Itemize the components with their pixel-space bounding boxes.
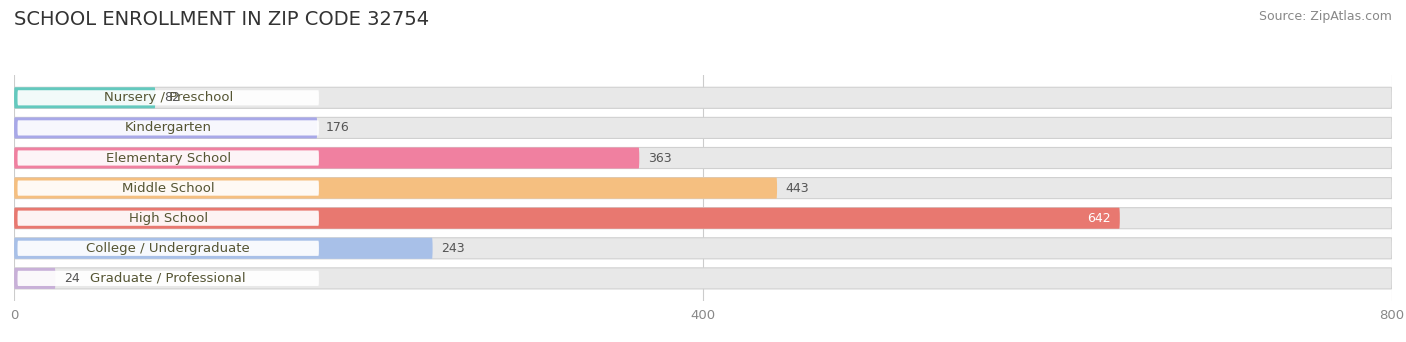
FancyBboxPatch shape xyxy=(14,177,778,199)
FancyBboxPatch shape xyxy=(14,117,318,139)
Text: 642: 642 xyxy=(1088,212,1111,225)
FancyBboxPatch shape xyxy=(14,147,640,169)
FancyBboxPatch shape xyxy=(17,211,319,226)
Text: 243: 243 xyxy=(441,242,465,255)
Text: High School: High School xyxy=(128,212,208,225)
Text: Source: ZipAtlas.com: Source: ZipAtlas.com xyxy=(1258,10,1392,23)
Text: 443: 443 xyxy=(786,182,810,195)
Text: 82: 82 xyxy=(165,91,180,104)
Text: 24: 24 xyxy=(65,272,80,285)
FancyBboxPatch shape xyxy=(14,147,1392,169)
FancyBboxPatch shape xyxy=(17,181,319,196)
Text: 363: 363 xyxy=(648,152,672,165)
FancyBboxPatch shape xyxy=(14,117,1392,139)
FancyBboxPatch shape xyxy=(17,271,319,286)
Text: Kindergarten: Kindergarten xyxy=(125,121,212,134)
FancyBboxPatch shape xyxy=(14,87,155,108)
FancyBboxPatch shape xyxy=(14,87,1392,108)
FancyBboxPatch shape xyxy=(14,238,433,259)
FancyBboxPatch shape xyxy=(14,268,1392,289)
FancyBboxPatch shape xyxy=(17,241,319,256)
FancyBboxPatch shape xyxy=(14,208,1392,229)
FancyBboxPatch shape xyxy=(17,120,319,135)
Text: Graduate / Professional: Graduate / Professional xyxy=(90,272,246,285)
FancyBboxPatch shape xyxy=(14,177,1392,199)
FancyBboxPatch shape xyxy=(17,90,319,105)
Text: 176: 176 xyxy=(326,121,350,134)
FancyBboxPatch shape xyxy=(14,238,1392,259)
Text: SCHOOL ENROLLMENT IN ZIP CODE 32754: SCHOOL ENROLLMENT IN ZIP CODE 32754 xyxy=(14,10,429,29)
FancyBboxPatch shape xyxy=(14,268,55,289)
Text: College / Undergraduate: College / Undergraduate xyxy=(86,242,250,255)
FancyBboxPatch shape xyxy=(14,208,1119,229)
Text: Middle School: Middle School xyxy=(122,182,215,195)
FancyBboxPatch shape xyxy=(17,150,319,166)
Text: Nursery / Preschool: Nursery / Preschool xyxy=(104,91,233,104)
Text: Elementary School: Elementary School xyxy=(105,152,231,165)
